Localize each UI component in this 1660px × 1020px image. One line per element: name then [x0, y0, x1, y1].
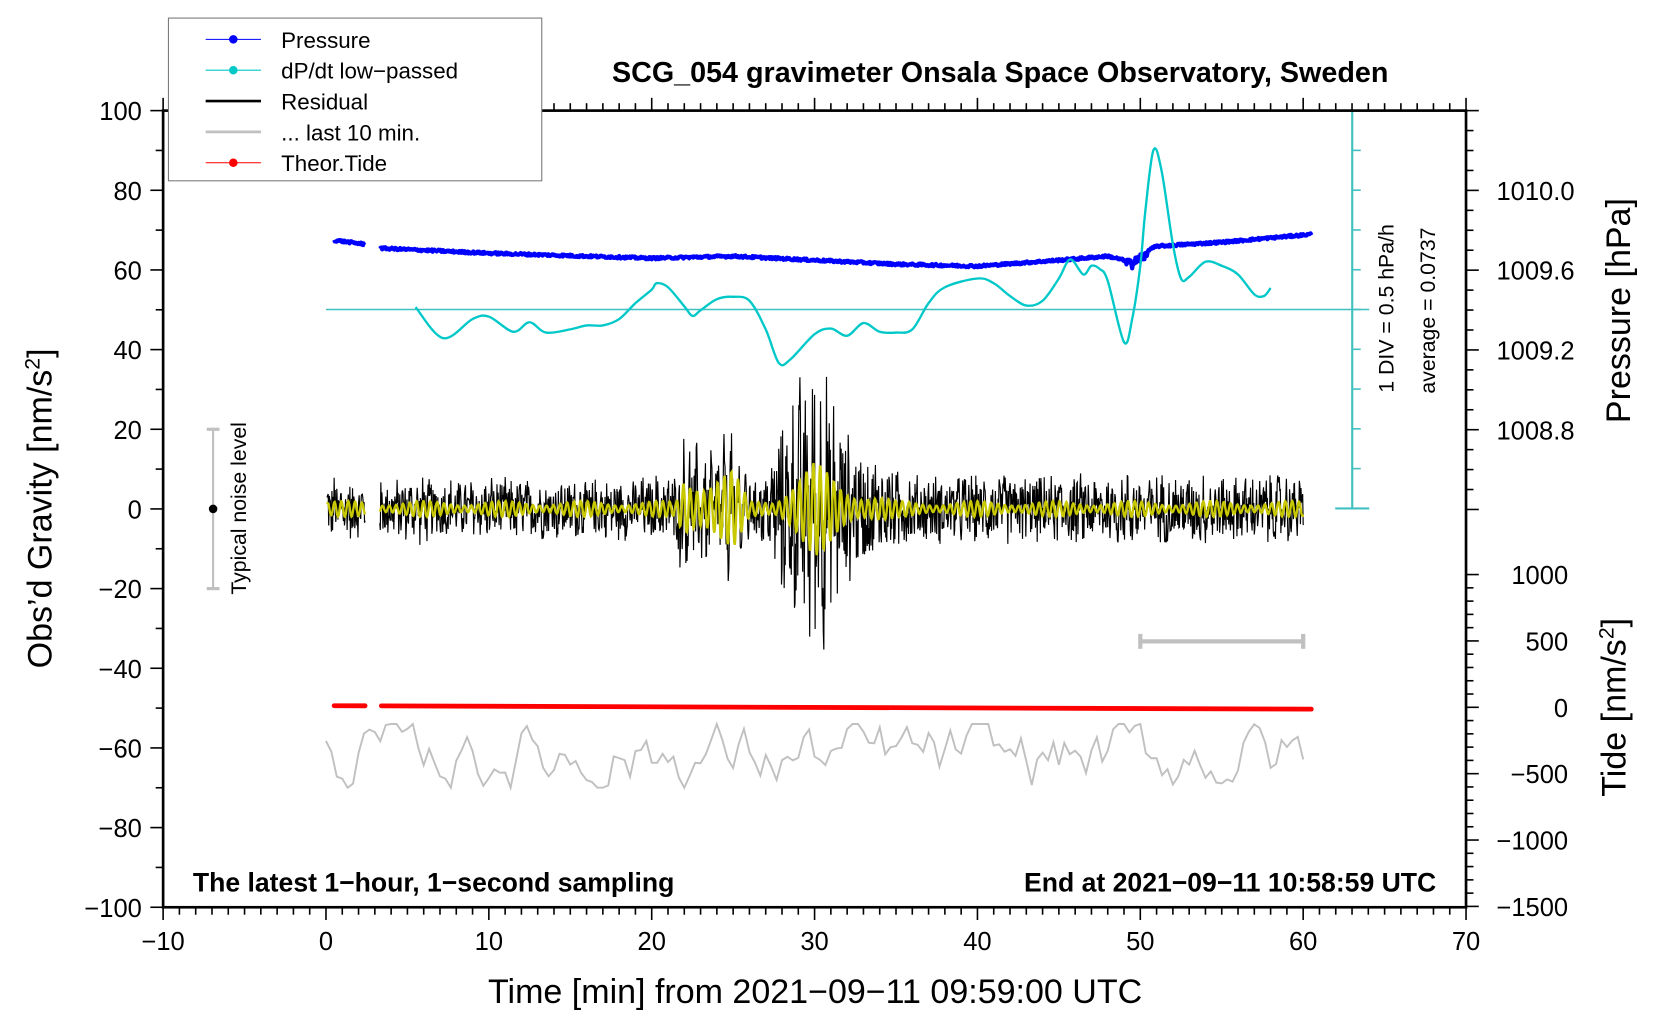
- annotation-end-time: End at 2021−09−11 10:58:59 UTC: [1024, 867, 1436, 897]
- legend-entry: Theor.Tide: [205, 151, 387, 176]
- annotation-sampling: The latest 1−hour, 1−second sampling: [193, 867, 675, 897]
- legend-swatch-dot: [229, 158, 238, 167]
- x-tick-label: 10: [475, 928, 503, 956]
- pressure-series: [332, 231, 1314, 271]
- residual-filtered-series: [326, 462, 1305, 556]
- tide-axis-title: Tide [nm/s2]: [1595, 618, 1634, 797]
- x-tick-label: 30: [800, 928, 828, 956]
- tide-tick-label: 0: [1554, 695, 1568, 723]
- legend-label: Pressure: [281, 28, 370, 53]
- pressure-tick-label: 1010.0: [1496, 178, 1574, 206]
- pressure-tick-label: 1008.8: [1496, 417, 1574, 445]
- legend-label: dP/dt low−passed: [281, 59, 458, 84]
- tide-series: [378, 703, 1314, 712]
- noise-level-dot: [208, 504, 218, 514]
- axis-ticks: −10 0 10 20 30 40 50 60 70100806040200−20−40−60−…: [84, 97, 1575, 956]
- y-tick-label: −40: [99, 656, 142, 684]
- annotation-noise-level: Typical noise level: [227, 422, 251, 595]
- dpdt-series: [414, 147, 1272, 367]
- y-tick-label: −60: [99, 736, 142, 764]
- pressure-tick-label: 1009.2: [1496, 337, 1574, 365]
- y-tick-label: 20: [113, 417, 141, 445]
- legend-swatch-dot: [229, 35, 238, 44]
- legend-entry: Pressure: [205, 28, 371, 53]
- y-tick-label: 0: [128, 497, 142, 525]
- x-axis-title: Time [min] from 2021−09−11 09:59:00 UTC: [488, 973, 1142, 1011]
- x-tick-label: 40: [963, 928, 991, 956]
- tide-tick-label: 1000: [1511, 562, 1568, 590]
- chart-title: SCG_054 gravimeter Onsala Space Observat…: [612, 57, 1388, 89]
- last10min-series: [325, 721, 1305, 792]
- y-tick-label: 40: [113, 337, 141, 365]
- pressure-tick-label: 1009.6: [1496, 258, 1574, 286]
- x-tick-label: −10: [141, 928, 184, 956]
- annotation-div: 1 DIV = 0.5 hPa/h: [1375, 224, 1399, 392]
- x-tick-label: 60: [1289, 928, 1317, 956]
- y-axis-title-sup: 2: [20, 358, 44, 370]
- tide-tick-label: −500: [1511, 761, 1568, 789]
- tide-axis-title-sup: 2: [1595, 627, 1619, 639]
- legend: Pressure dP/dt low−passed Residual ... last…: [167, 17, 543, 182]
- legend-entry: ... last 10 min.: [205, 120, 420, 145]
- x-tick-label: 70: [1452, 928, 1480, 956]
- legend-swatch-dot: [229, 65, 238, 75]
- y-axis-title: Obs’d Gravity [nm/s2]: [20, 348, 59, 668]
- y-tick-label: −100: [84, 895, 141, 923]
- y-tick-label: 60: [113, 258, 141, 286]
- tide-tick-label: −1500: [1496, 894, 1568, 922]
- legend-label: Theor.Tide: [281, 151, 387, 176]
- y-axis-title-main: Obs’d Gravity [nm/s: [21, 370, 59, 669]
- legend-label: Residual: [281, 90, 368, 115]
- y-tick-label: 80: [113, 178, 141, 206]
- legend-entry: Residual: [205, 90, 368, 115]
- y-axis-title-end: ]: [21, 348, 59, 357]
- y-tick-label: −80: [99, 815, 142, 843]
- y-tick-label: 100: [99, 98, 142, 126]
- legend-entry: dP/dt low−passed: [205, 59, 458, 84]
- x-tick-label: 20: [638, 928, 666, 956]
- tide-tick-label: −1000: [1496, 828, 1568, 856]
- tide-axis-title-main: Tide [nm/s: [1596, 639, 1634, 797]
- plot-area: [206, 109, 1370, 792]
- tide-tick-label: 500: [1526, 629, 1569, 657]
- legend-label: ... last 10 min.: [281, 120, 420, 145]
- legend-box: [167, 17, 543, 182]
- annotation-average: average = 0.0737: [1416, 228, 1440, 394]
- y-tick-label: −20: [99, 576, 142, 604]
- x-tick-label: 50: [1126, 928, 1154, 956]
- pressure-axis-title: Pressure [hPa]: [1600, 198, 1638, 423]
- x-tick-label: 0: [319, 928, 333, 956]
- tide-axis-title-end: ]: [1596, 618, 1634, 627]
